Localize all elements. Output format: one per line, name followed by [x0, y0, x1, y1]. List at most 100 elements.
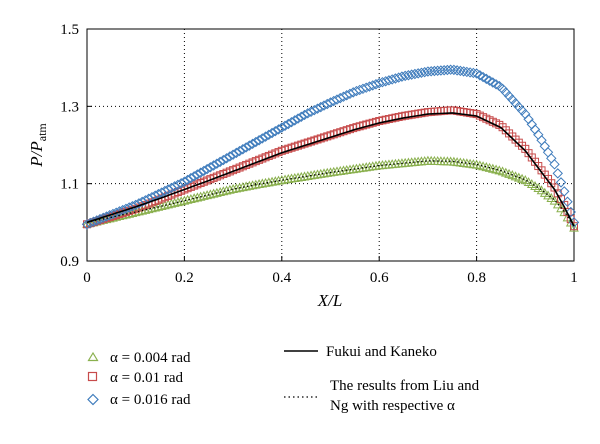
data-point-triangle	[257, 178, 268, 188]
data-point-diamond	[198, 165, 210, 177]
data-point-triangle	[270, 176, 281, 186]
data-point-diamond	[552, 168, 563, 179]
data-point-diamond	[406, 69, 417, 80]
data-point-triangle	[254, 178, 264, 189]
data-point-diamond	[559, 186, 570, 197]
data-point-triangle	[283, 173, 294, 184]
data-point-diamond	[208, 160, 219, 171]
legend-triangle-marker	[87, 351, 99, 362]
data-point-diamond	[283, 118, 294, 130]
data-point-diamond	[526, 119, 538, 130]
data-point-triangle	[312, 169, 323, 179]
data-point-triangle	[569, 222, 579, 232]
y-axis-label-base: P/P	[27, 141, 46, 168]
data-point-diamond	[201, 163, 213, 175]
legend-label-alpha-001: α = 0.01 rad	[110, 370, 183, 386]
data-point-diamond	[231, 147, 242, 159]
data-point-diamond	[214, 156, 226, 168]
data-point-diamond	[195, 167, 206, 178]
y-tick-label: 0.9	[60, 254, 79, 270]
grid	[87, 29, 574, 261]
plot-frame	[86, 28, 575, 262]
data-point-diamond	[542, 147, 554, 158]
data-point-diamond	[289, 115, 300, 126]
data-point-diamond	[529, 124, 541, 135]
axis-ticks: 0 0.2 0.4 0.6 0.8 1 0.9 1.1 1.3 1.5	[60, 22, 578, 286]
data-point-triangle	[302, 170, 313, 180]
data-point-triangle	[169, 197, 180, 207]
data-point-triangle	[218, 186, 229, 196]
y-axis-label-subscript: atm	[35, 123, 49, 142]
data-point-diamond	[253, 135, 265, 146]
series-triangle-markers	[82, 155, 579, 232]
data-point-triangle	[153, 201, 164, 211]
data-point-diamond	[468, 67, 479, 79]
plot-area: 0 0.2 0.4 0.6 0.8 1 0.9 1.1 1.3 1.5	[60, 22, 580, 286]
legend-diamond-marker	[87, 393, 99, 406]
data-point-diamond	[224, 151, 236, 162]
data-point-diamond	[279, 120, 291, 132]
legend-item-liu-ng: The results from Liu and Ng with respect…	[284, 378, 480, 414]
data-point-triangle	[208, 188, 219, 198]
data-point-triangle	[289, 172, 300, 183]
data-point-diamond	[188, 171, 200, 182]
x-tick-label: 0	[83, 270, 91, 286]
data-point-diamond	[270, 126, 281, 137]
data-point-diamond	[412, 68, 424, 79]
data-point-diamond	[416, 67, 427, 78]
data-point-triangle	[176, 196, 186, 206]
data-point-diamond	[461, 66, 473, 78]
data-point-triangle	[231, 183, 242, 193]
data-point-diamond	[286, 116, 297, 128]
data-point-triangle	[546, 192, 557, 202]
data-point-diamond	[451, 65, 463, 76]
data-point-triangle	[137, 205, 148, 215]
data-point-diamond	[292, 113, 304, 124]
data-point-triangle	[273, 175, 284, 185]
data-point-triangle	[247, 180, 258, 190]
data-point-diamond	[458, 66, 469, 77]
data-point-diamond	[182, 174, 193, 186]
data-point-diamond	[273, 124, 284, 135]
data-point-diamond	[481, 73, 492, 85]
legend-item-fukui-kaneko: Fukui and Kaneko	[284, 344, 437, 360]
data-point-diamond	[257, 133, 268, 144]
data-point-diamond	[464, 67, 476, 78]
legend-label-alpha-0004: α = 0.004 rad	[110, 350, 191, 366]
data-point-triangle	[536, 185, 547, 195]
legend-label-liu-ng-line2: Ng with respective α	[330, 398, 455, 414]
data-point-diamond	[237, 144, 249, 155]
data-point-triangle	[250, 179, 261, 189]
legend: α = 0.004 rad α = 0.01 rad α = 0.016 rad…	[87, 344, 480, 414]
data-point-diamond	[539, 141, 550, 152]
data-point-diamond	[192, 169, 203, 180]
data-point-triangle	[179, 195, 190, 205]
y-axis-label: P/Patm	[27, 123, 49, 168]
data-point-diamond	[487, 77, 499, 88]
data-point-diamond	[484, 75, 495, 86]
data-point-diamond	[234, 145, 245, 157]
data-point-diamond	[240, 142, 252, 153]
legend-label-alpha-0016: α = 0.016 rad	[110, 392, 191, 408]
data-point-diamond	[409, 68, 421, 80]
x-tick-label: 0.6	[370, 270, 389, 286]
data-point-diamond	[205, 162, 216, 173]
data-point-diamond	[448, 64, 460, 76]
data-point-diamond	[533, 129, 544, 140]
data-point-diamond	[403, 70, 414, 81]
data-point-diamond	[247, 138, 258, 150]
data-point-diamond	[503, 90, 515, 102]
data-point-diamond	[471, 68, 482, 79]
data-point-diamond	[507, 94, 518, 105]
data-point-triangle	[173, 197, 183, 207]
data-point-diamond	[276, 122, 288, 133]
data-point-diamond	[565, 206, 576, 218]
data-point-diamond	[221, 153, 232, 164]
data-point-diamond	[455, 65, 466, 77]
data-point-diamond	[500, 87, 512, 98]
data-point-diamond	[185, 172, 197, 184]
y-tick-label: 1.3	[60, 99, 79, 115]
data-point-diamond	[175, 178, 187, 189]
data-point-diamond	[250, 136, 262, 148]
